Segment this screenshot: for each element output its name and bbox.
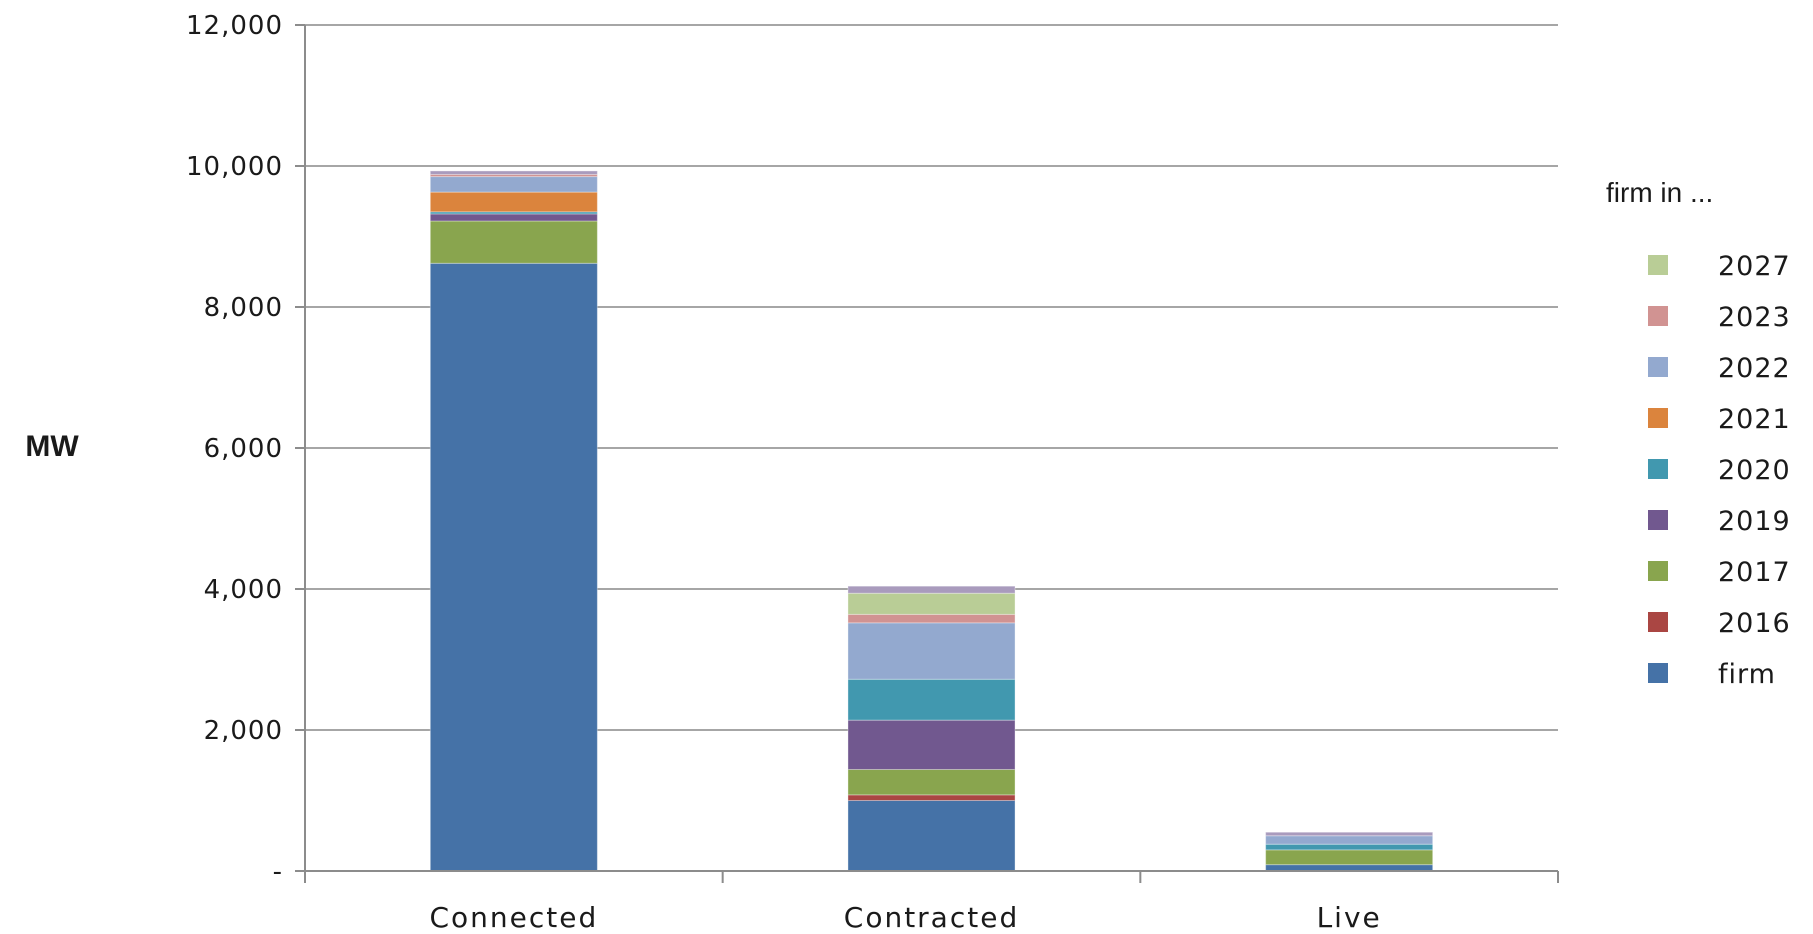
legend-swatch xyxy=(1648,459,1668,479)
bar-segment-2023 xyxy=(847,613,1016,624)
bar-segment-other xyxy=(1265,831,1434,837)
y-tick-label: 10,000 xyxy=(186,152,283,182)
legend-swatch xyxy=(1648,357,1668,377)
category-label: Connected xyxy=(429,901,598,934)
bar-segment-2023 xyxy=(429,173,598,178)
bar-segment-2017 xyxy=(1265,849,1434,866)
legend: firm in ... 2027 2023 2022 2021 2020 2019 2017… xyxy=(1606,177,1791,690)
y-tick-labels: - 2,000 4,000 6,000 8,000 10,000 12,000 xyxy=(186,11,283,887)
bar-segment-2019 xyxy=(429,213,598,222)
bar-segment-2021 xyxy=(429,191,598,213)
legend-label: 2022 xyxy=(1718,353,1791,384)
bars xyxy=(429,170,1434,872)
legend-label: 2027 xyxy=(1718,251,1791,282)
y-tick-label: 12,000 xyxy=(186,11,283,41)
bar-segment-2022 xyxy=(1265,835,1434,845)
bar-segment-other xyxy=(847,585,1016,594)
legend-swatch xyxy=(1648,306,1668,326)
legend-label: 2016 xyxy=(1718,608,1791,639)
legend-title: firm in ... xyxy=(1606,177,1713,208)
bar-segment-2019 xyxy=(847,719,1016,770)
bar-segment-2017 xyxy=(847,768,1016,796)
y-tick-label: 6,000 xyxy=(204,434,283,464)
category-label: Live xyxy=(1317,901,1382,934)
legend-label: 2017 xyxy=(1718,557,1791,588)
legend-swatch xyxy=(1648,663,1668,683)
y-tick-label: 4,000 xyxy=(204,575,283,605)
legend-swatch xyxy=(1648,408,1668,428)
legend-label: 2020 xyxy=(1718,455,1791,486)
bar-segment-2017 xyxy=(429,220,598,264)
bar-segment-2022 xyxy=(429,176,598,193)
category-label: Contracted xyxy=(844,901,1019,934)
y-tick-label: 8,000 xyxy=(204,293,283,323)
legend-label: 2023 xyxy=(1718,302,1791,333)
category-labels: Connected Contracted Live xyxy=(429,901,1382,934)
bar-segment-2016 xyxy=(847,794,1016,801)
y-tick-label: - xyxy=(273,857,283,887)
bar-segment-2020 xyxy=(847,678,1016,721)
bar-segment-firm xyxy=(429,262,598,872)
bar-segment-2022 xyxy=(847,622,1016,680)
legend-swatch xyxy=(1648,612,1668,632)
bar-segment-firm xyxy=(847,800,1016,872)
legend-swatch xyxy=(1648,510,1668,530)
axes xyxy=(295,24,1559,883)
y-tick-label: 2,000 xyxy=(204,716,283,746)
y-axis-title: MW xyxy=(25,430,79,463)
legend-label: 2021 xyxy=(1718,404,1791,435)
legend-swatch xyxy=(1648,255,1668,275)
bar-segment-2027 xyxy=(847,592,1016,615)
bar-segment-2020 xyxy=(1265,843,1434,851)
legend-swatch xyxy=(1648,561,1668,581)
legend-label: 2019 xyxy=(1718,506,1791,537)
legend-label: firm xyxy=(1718,659,1776,690)
bar-segment-other xyxy=(429,170,598,175)
